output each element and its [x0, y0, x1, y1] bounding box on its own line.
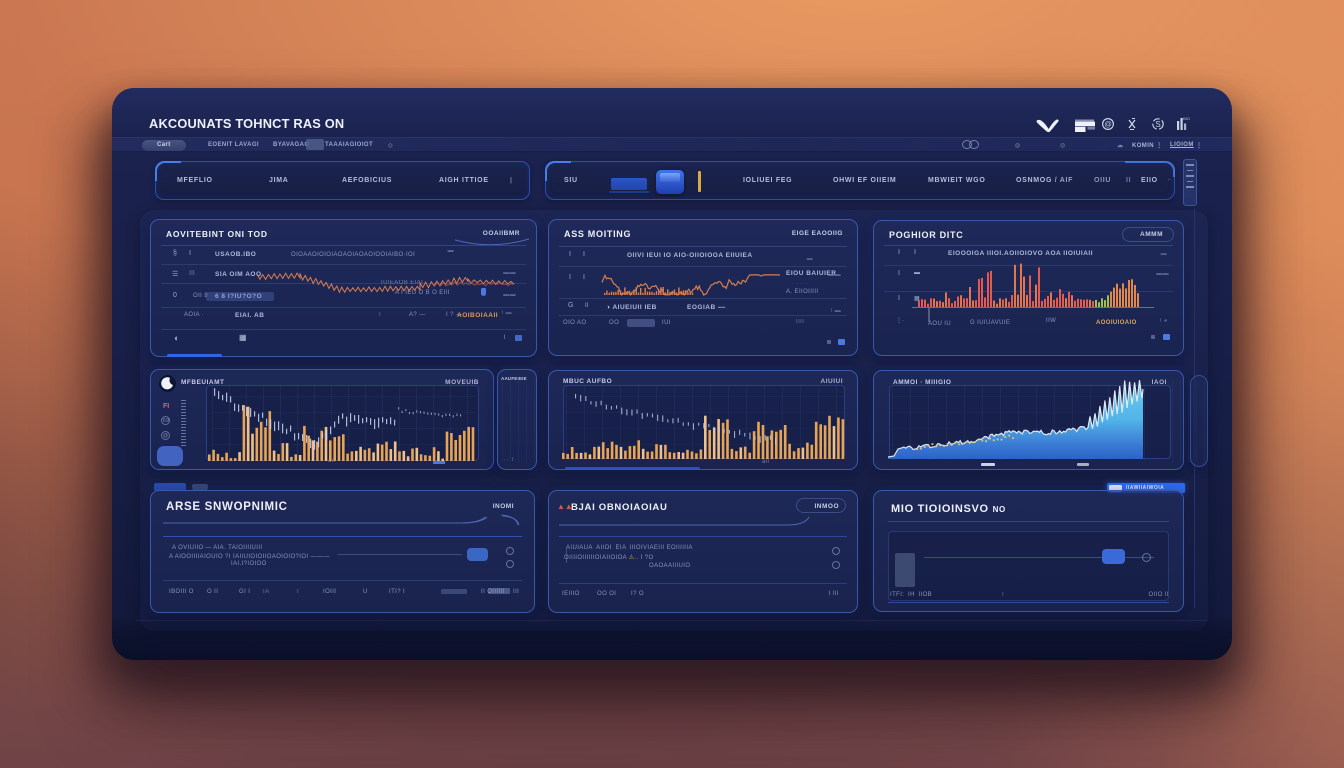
svg-text:BIO: BIO [1183, 116, 1190, 121]
svg-text:@: @ [1104, 120, 1112, 129]
svg-text:S: S [1155, 120, 1160, 129]
